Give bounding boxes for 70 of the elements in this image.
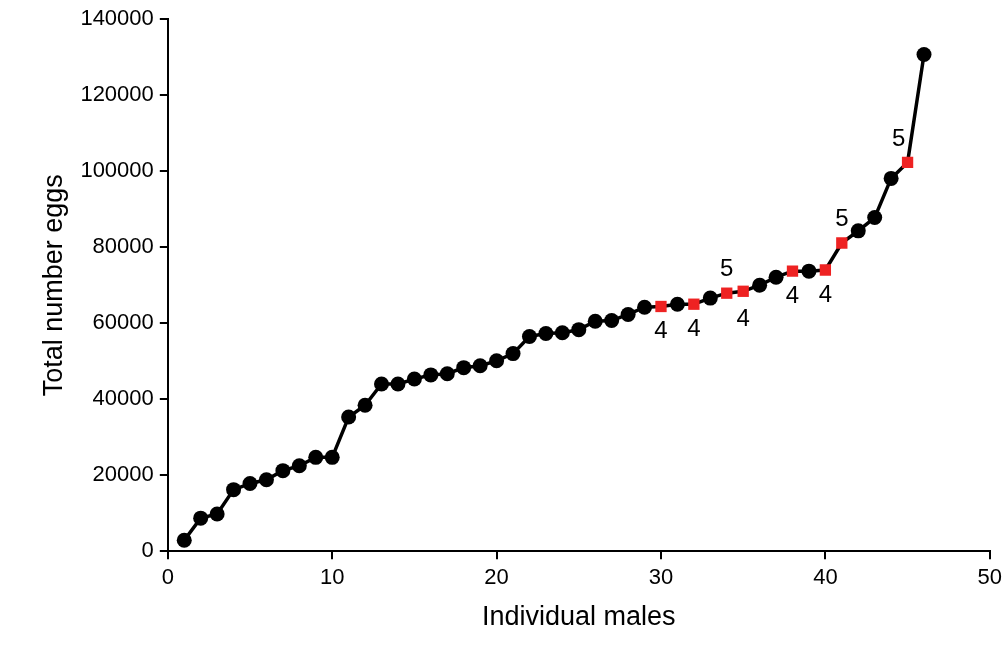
annotation: 5 xyxy=(835,203,849,231)
y-axis-title: Total number eggs xyxy=(37,174,68,397)
point xyxy=(637,299,653,315)
point xyxy=(786,265,799,277)
annotation: 4 xyxy=(818,279,833,307)
y-tick-label: 80000 xyxy=(92,233,154,259)
y-tick-label: 100000 xyxy=(80,157,154,183)
point xyxy=(655,300,667,313)
y-tick-label: 120000 xyxy=(80,81,154,107)
point xyxy=(357,397,373,413)
point xyxy=(193,510,209,526)
point xyxy=(439,366,455,382)
y-tick-label: 60000 xyxy=(92,309,154,335)
point xyxy=(390,376,406,392)
x-tick-label: 0 xyxy=(161,564,174,590)
point xyxy=(721,287,733,299)
point xyxy=(406,371,422,387)
point xyxy=(850,223,866,239)
point xyxy=(456,360,472,376)
point xyxy=(472,358,488,374)
point xyxy=(571,322,587,338)
point xyxy=(819,264,832,276)
x-tick-label: 30 xyxy=(648,564,674,590)
point xyxy=(176,532,192,548)
point xyxy=(341,409,357,425)
point xyxy=(702,290,718,306)
annotation: 4 xyxy=(687,313,701,341)
point xyxy=(620,306,636,322)
point xyxy=(752,277,768,293)
x-tick-label: 40 xyxy=(813,564,838,590)
point xyxy=(768,269,784,285)
point xyxy=(374,376,390,392)
point xyxy=(308,449,324,465)
point xyxy=(505,346,521,362)
y-tick-label: 20000 xyxy=(92,461,154,487)
point xyxy=(554,325,570,341)
annotation: 4 xyxy=(736,303,750,331)
point xyxy=(275,463,291,479)
annotation: 4 xyxy=(654,316,668,344)
point xyxy=(538,325,554,341)
point xyxy=(521,329,537,344)
x-tick-label: 10 xyxy=(319,564,345,590)
point xyxy=(423,367,439,383)
point xyxy=(587,313,603,329)
point xyxy=(226,482,242,498)
point xyxy=(916,47,932,63)
y-tick-label: 40000 xyxy=(92,385,154,411)
y-tick-label: 0 xyxy=(141,537,154,563)
point xyxy=(688,298,700,310)
x-axis-title: Individual males xyxy=(481,601,676,632)
point xyxy=(737,285,749,297)
point xyxy=(324,449,340,465)
point xyxy=(604,313,620,329)
point xyxy=(291,458,307,474)
point xyxy=(242,476,258,492)
point xyxy=(836,237,848,249)
y-tick-label: 140000 xyxy=(80,5,154,31)
point xyxy=(901,156,914,169)
point xyxy=(258,472,274,488)
annotation: 4 xyxy=(785,280,800,308)
point xyxy=(867,210,883,226)
x-tick-label: 50 xyxy=(977,564,1003,590)
point xyxy=(883,170,899,186)
annotation: 5 xyxy=(891,124,906,152)
point xyxy=(801,263,817,279)
point xyxy=(209,506,225,522)
x-tick-label: 20 xyxy=(484,564,509,590)
point xyxy=(669,296,685,312)
point xyxy=(489,353,505,369)
annotation: 5 xyxy=(720,253,734,281)
